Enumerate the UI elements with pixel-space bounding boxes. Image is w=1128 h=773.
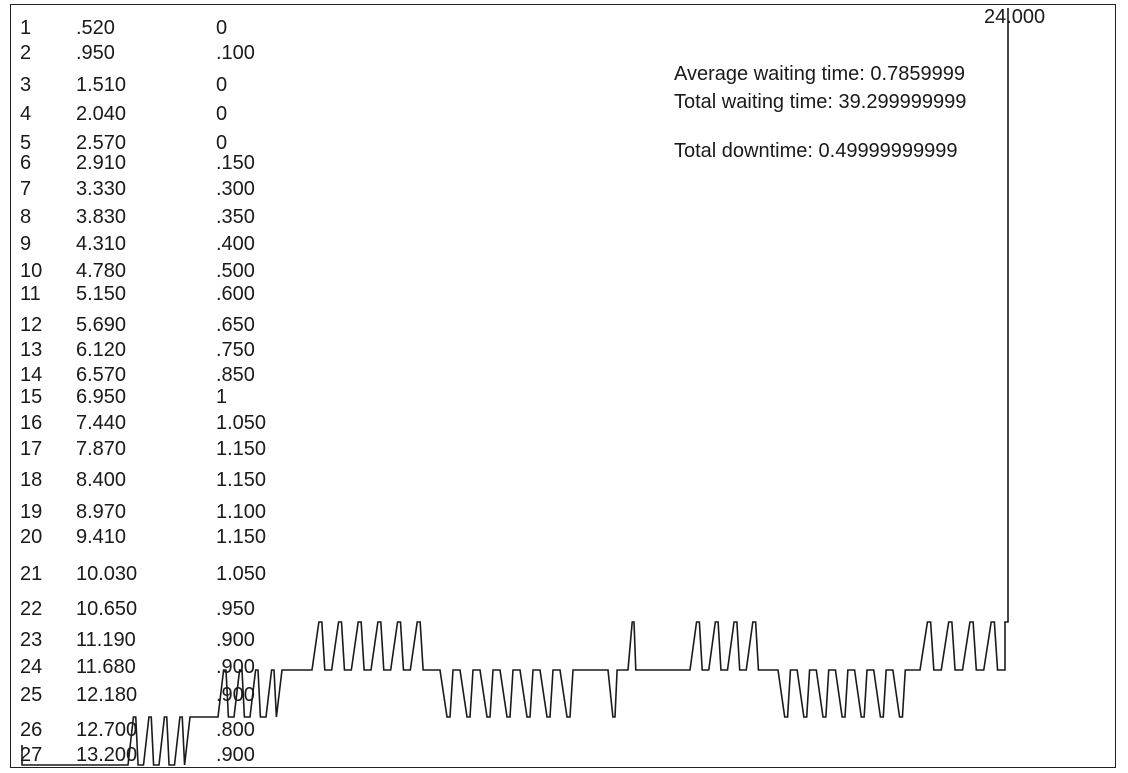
row-index: 7 — [20, 178, 32, 200]
arrival-time: 2.910 — [76, 152, 127, 174]
avg-waiting-text: Average waiting time: 0.7859999 — [674, 63, 965, 85]
arrival-time: .520 — [76, 17, 115, 39]
waiting-time: 1.050 — [216, 412, 267, 434]
waiting-time: .750 — [216, 339, 255, 361]
arrival-time: 12.700 — [76, 719, 138, 741]
waiting-time: .900 — [216, 684, 255, 706]
row-index: 19 — [20, 501, 43, 523]
row-index: 9 — [20, 233, 32, 255]
arrival-time: 9.410 — [76, 526, 127, 548]
waiting-time: 0 — [216, 17, 228, 39]
waiting-time: 1.150 — [216, 469, 267, 491]
arrival-time: 10.030 — [76, 563, 138, 585]
arrival-time: 3.830 — [76, 206, 127, 228]
arrival-time: 8.400 — [76, 469, 127, 491]
waiting-time: .300 — [216, 178, 255, 200]
row-index: 13 — [20, 339, 43, 361]
total-downtime-text: Total downtime: 0.49999999999 — [674, 140, 958, 162]
waiting-time: .150 — [216, 152, 255, 174]
row-index: 14 — [20, 364, 43, 386]
arrival-time: 7.440 — [76, 412, 127, 434]
row-index: 17 — [20, 438, 43, 460]
waiting-time: 1.150 — [216, 438, 267, 460]
row-index: 10 — [20, 260, 43, 282]
waiting-time: 0 — [216, 132, 228, 154]
row-index: 5 — [20, 132, 32, 154]
waiting-time: .900 — [216, 629, 255, 651]
waiting-time: .500 — [216, 260, 255, 282]
row-index: 3 — [20, 74, 32, 96]
waiting-time: .900 — [216, 744, 255, 766]
waiting-time: .800 — [216, 719, 255, 741]
row-index: 23 — [20, 629, 43, 651]
row-index: 8 — [20, 206, 32, 228]
queue-length-trace — [21, 8, 1009, 766]
arrival-time: 12.180 — [76, 684, 138, 706]
row-index: 26 — [20, 719, 43, 741]
waiting-time: .600 — [216, 283, 255, 305]
arrival-time: 8.970 — [76, 501, 127, 523]
row-index: 25 — [20, 684, 43, 706]
waiting-time: .100 — [216, 42, 255, 64]
waiting-time: .850 — [216, 364, 255, 386]
arrival-time: 5.150 — [76, 283, 127, 305]
arrival-time: 2.570 — [76, 132, 127, 154]
waiting-time: .400 — [216, 233, 255, 255]
row-index: 11 — [20, 283, 41, 305]
waiting-time: 1.100 — [216, 501, 267, 523]
arrival-time: 6.570 — [76, 364, 127, 386]
arrival-time: 6.120 — [76, 339, 127, 361]
row-index: 2 — [20, 42, 32, 64]
arrival-time: 13.200 — [76, 744, 138, 766]
arrival-time: .950 — [76, 42, 115, 64]
arrival-time: 5.690 — [76, 314, 127, 336]
arrival-time: 1.510 — [76, 74, 127, 96]
waiting-time: .950 — [216, 598, 255, 620]
arrival-time: 7.870 — [76, 438, 127, 460]
waiting-time: 0 — [216, 103, 228, 125]
row-index: 20 — [20, 526, 43, 548]
row-index: 27 — [20, 744, 43, 766]
row-index: 24 — [20, 656, 43, 678]
waiting-time: 1.050 — [216, 563, 267, 585]
waiting-time: 0 — [216, 74, 228, 96]
end-time-label: 24.000 — [984, 6, 1046, 28]
arrival-time: 10.650 — [76, 598, 138, 620]
row-index: 16 — [20, 412, 43, 434]
arrival-time: 4.310 — [76, 233, 127, 255]
row-index: 1 — [20, 17, 32, 39]
row-index: 15 — [20, 386, 43, 408]
arrival-time: 6.950 — [76, 386, 127, 408]
row-index: 12 — [20, 314, 43, 336]
waiting-time: .650 — [216, 314, 255, 336]
row-index: 18 — [20, 469, 43, 491]
row-index: 4 — [20, 103, 32, 125]
waiting-time: 1 — [216, 386, 228, 408]
waiting-time: .350 — [216, 206, 255, 228]
arrival-time: 3.330 — [76, 178, 127, 200]
total-waiting-text: Total waiting time: 39.299999999 — [674, 91, 967, 113]
row-index: 6 — [20, 152, 32, 174]
row-index: 21 — [20, 563, 43, 585]
arrival-time: 11.680 — [76, 656, 136, 678]
arrival-time: 2.040 — [76, 103, 127, 125]
row-index: 22 — [20, 598, 43, 620]
arrival-time: 11.190 — [76, 629, 136, 651]
waiting-time: 1.150 — [216, 526, 267, 548]
arrival-time: 4.780 — [76, 260, 127, 282]
